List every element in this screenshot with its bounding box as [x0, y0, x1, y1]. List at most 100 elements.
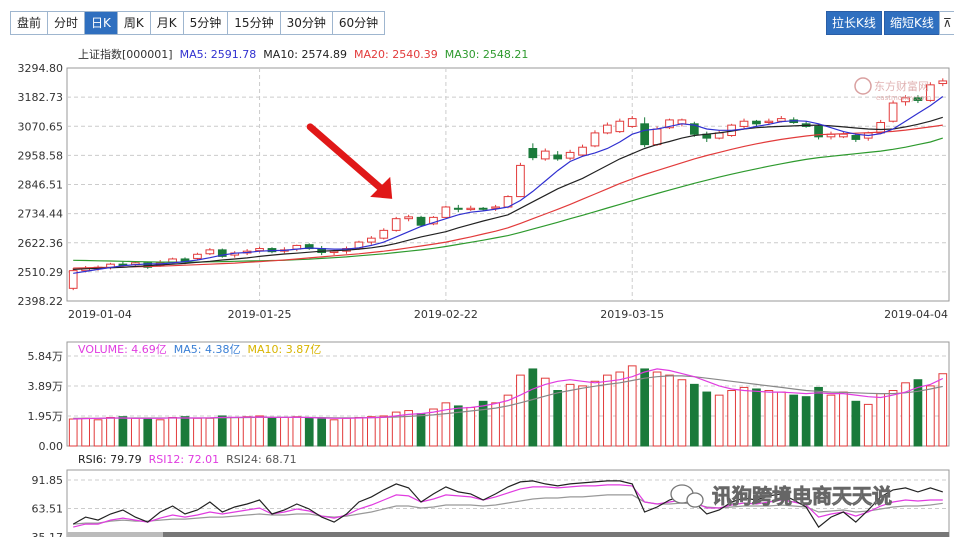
kline-y-tick: 3070.65: [18, 120, 64, 133]
rsi-header-rsi12: RSI12: 72.01: [149, 453, 220, 466]
collapse-button[interactable]: ⊼: [939, 11, 954, 35]
volume-bar: [354, 416, 364, 447]
volume-bar: [193, 417, 202, 447]
ma5-line: [73, 96, 944, 274]
volume-bar: [342, 417, 351, 447]
volume-bar: [329, 419, 339, 447]
candle-body: [665, 119, 674, 129]
volume-bar: [516, 374, 525, 447]
volume-bar: [118, 416, 128, 447]
volume-header-volume: VOLUME: 4.69亿: [78, 343, 167, 356]
candle-body: [429, 216, 438, 225]
eastmoney-logo-icon: [854, 77, 872, 95]
annotation-arrow-shaft: [306, 123, 390, 197]
candle-body: [367, 237, 376, 243]
period-toolbar: 盘前 分时 日K 周K 月K 5分钟 15分钟 30分钟 60分钟: [10, 11, 386, 35]
candle-body: [416, 216, 426, 226]
volume-bar: [926, 385, 935, 447]
candle-body: [466, 207, 476, 211]
volume-bar: [627, 365, 637, 447]
tab-period-1[interactable]: 分时: [48, 12, 86, 34]
kline-y-tick: 2846.51: [18, 179, 64, 192]
rsi-y-tick: 35.17: [32, 531, 64, 537]
volume-bar: [68, 418, 78, 447]
candle-body: [329, 250, 339, 253]
volume-bar: [429, 408, 438, 447]
ma30-line: [73, 137, 943, 263]
tab-period-3[interactable]: 周K: [117, 12, 151, 34]
candle-body: [739, 120, 749, 127]
volume-bar: [180, 416, 190, 447]
volume-bar: [565, 383, 575, 447]
volume-bar: [106, 416, 115, 447]
candle-body: [615, 120, 625, 133]
volume-bar: [168, 416, 177, 447]
volume-bar: [317, 418, 327, 447]
candle-body: [913, 97, 923, 101]
rsi-y-tick: 63.51: [32, 503, 64, 516]
volume-y-tick: 5.84万: [28, 350, 64, 363]
volume-bar: [689, 383, 699, 447]
volume-bar: [603, 374, 612, 447]
volume-bar: [888, 390, 898, 447]
candle-body: [876, 122, 886, 134]
candle-body: [379, 229, 389, 239]
candle-body: [540, 150, 550, 160]
volume-bar: [81, 417, 90, 447]
kline-y-tick: 3182.73: [18, 91, 64, 104]
volume-bar: [453, 405, 463, 447]
social-watermark-text: 讯狗跨境电商天天说: [712, 484, 892, 508]
volume-y-tick: 1.95万: [28, 410, 64, 423]
volume-bar: [242, 416, 252, 447]
candle-body: [603, 124, 612, 134]
candle-body: [627, 118, 637, 127]
kline-x-tick: 2019-03-15: [600, 308, 664, 321]
candle-body: [938, 80, 948, 85]
volume-bar: [727, 390, 736, 447]
tab-period-0[interactable]: 盘前: [11, 12, 49, 34]
volume-bar: [851, 400, 861, 447]
volume-bar: [640, 368, 649, 447]
candle-body: [590, 132, 600, 147]
kline-y-tick: 2510.29: [18, 266, 64, 279]
rsi6-line: [72, 480, 943, 528]
volume-bar: [503, 394, 513, 447]
volume-bar: [255, 415, 264, 447]
tab-period-8[interactable]: 60分钟: [332, 12, 385, 34]
lengthen-candles-button[interactable]: 拉长K线: [826, 11, 882, 35]
candle-body: [193, 253, 202, 259]
tab-period-4[interactable]: 月K: [150, 12, 184, 34]
scrollbar-left: [67, 532, 163, 537]
volume-bar: [826, 394, 836, 447]
volume-bar: [491, 402, 500, 447]
volume-bar: [665, 374, 674, 447]
ma10-line: [73, 116, 943, 270]
candle-body: [478, 207, 488, 210]
rsi-y-tick: 91.85: [32, 474, 64, 487]
candle-body: [528, 148, 538, 159]
tab-period-7[interactable]: 30分钟: [280, 12, 333, 34]
candle-body: [565, 151, 575, 159]
kline-x-tick: 2019-01-25: [228, 308, 292, 321]
volume-bar: [913, 379, 923, 447]
volume-bar: [155, 419, 165, 447]
shorten-candles-button[interactable]: 缩短K线: [884, 11, 940, 35]
wechat-icon-bubble: [686, 492, 704, 508]
annotation-arrow-head: [370, 176, 393, 199]
tab-period-5[interactable]: 5分钟: [183, 12, 229, 34]
tab-period-2[interactable]: 日K: [85, 12, 118, 34]
kline-header-ma5: MA5: 2591.78: [180, 48, 257, 61]
volume-bar: [739, 386, 749, 447]
volume-bar: [478, 400, 488, 447]
volume-bar: [540, 377, 550, 447]
volume-bar: [404, 410, 413, 447]
volume-bar: [466, 406, 476, 447]
volume-bar: [553, 390, 563, 447]
volume-bar: [814, 386, 823, 447]
volume-bar: [801, 396, 811, 447]
volume-bar: [391, 411, 401, 447]
tab-period-6[interactable]: 15分钟: [228, 12, 281, 34]
candle-body: [814, 125, 823, 138]
